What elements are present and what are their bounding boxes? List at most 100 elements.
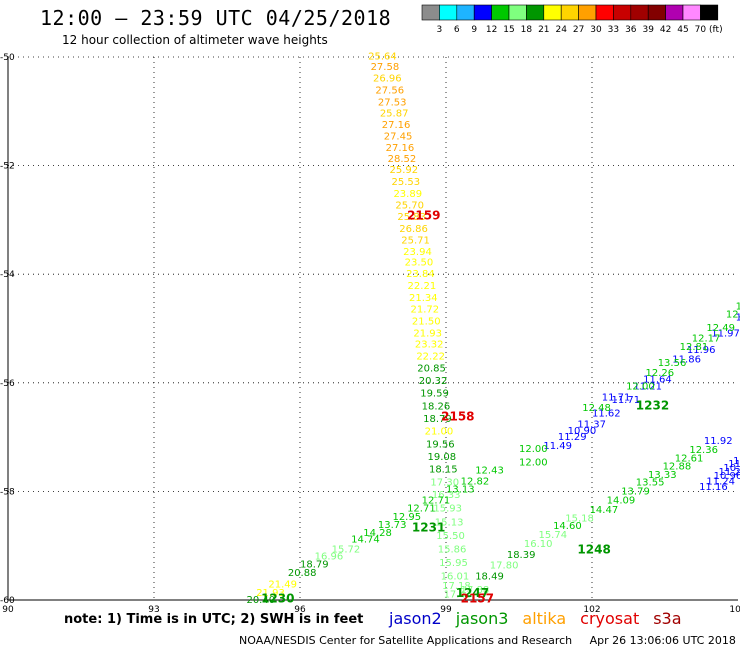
colorbar-swatch [456, 4, 475, 21]
wave-height-label: 11.62 [592, 409, 621, 420]
wave-height-label: 25.83 [397, 212, 426, 223]
y-tick-label: -50 [0, 53, 15, 63]
wave-height-label: 15.50 [436, 531, 465, 542]
wave-height-label: 15.93 [433, 504, 462, 515]
wave-height-label: 14.28 [363, 528, 392, 539]
wave-height-label: 11.49 [543, 441, 572, 452]
credit-line: NOAA/NESDIS Center for Satellite Applica… [239, 634, 736, 647]
pass-time-label: 1248 [577, 542, 610, 556]
wave-height-label: 12.61 [675, 454, 704, 465]
wave-height-label: 15.95 [439, 558, 468, 569]
wave-height-label: 25.71 [401, 235, 430, 246]
wave-height-label: 20.88 [288, 568, 317, 579]
data-marks: 25.6427.5826.9627.5627.5325.8727.1627.45… [246, 51, 740, 606]
colorbar-label: 12 [486, 25, 497, 35]
colorbar-unit: (ft) [709, 25, 723, 35]
wave-height-label: 12.81 [680, 342, 709, 353]
pass-time-label: 1232 [636, 399, 669, 413]
wave-height-label: 15.72 [332, 544, 361, 555]
colorbar-label: 6 [454, 25, 460, 35]
wave-height-label: 18.39 [507, 550, 536, 561]
wave-height-label: 17.80 [490, 561, 519, 572]
wave-height-label: 10.90 [568, 426, 597, 437]
wave-height-label: 15.18 [565, 513, 594, 524]
plot-axes: 90 93 96 99 102 105 -50 -52 -54 -56 -58 -60 [0, 53, 740, 615]
wave-height-label: 21.50 [412, 316, 441, 327]
colorbar-swatch [630, 4, 649, 21]
colorbar-label: 21 [538, 25, 549, 35]
wave-height-label: 16.10 [524, 539, 553, 550]
wave-height-label: 18.49 [475, 572, 504, 583]
wave-height-label: 23.94 [403, 247, 432, 258]
wave-height-label: 13.55 [636, 478, 665, 489]
x-tick-label: 102 [583, 605, 600, 615]
colorbar-label: 42 [660, 25, 671, 35]
wave-height-label: 23.50 [405, 258, 434, 269]
colorbar-label: 18 [521, 25, 533, 35]
wave-height-label: 15.86 [438, 544, 467, 555]
wave-height-label: 19.59 [420, 389, 449, 400]
wave-height-label: 12.48 [582, 403, 611, 414]
satellite-cryosat: cryosat [580, 609, 640, 628]
wave-height-label: 12.00 [626, 382, 655, 393]
wave-height-label: 16.33 [432, 490, 461, 501]
wave-height-label: 23.84 [406, 269, 435, 280]
wave-height-label: 23.32 [415, 340, 444, 351]
x-tick-label: 105 [729, 605, 740, 615]
wave-height-label: 14.74 [351, 535, 380, 546]
pass-time-label: 1230 [261, 591, 294, 605]
x-tick-label: 93 [148, 605, 159, 615]
wave-height-label: 25.92 [390, 165, 419, 176]
wave-height-label: 21.72 [410, 304, 439, 315]
wave-height-label: 12.17 [692, 334, 721, 345]
wave-height-label: 15.74 [538, 530, 567, 541]
wave-height-label: 21.00 [425, 427, 454, 438]
colorbar-swatch [526, 4, 545, 21]
pass-time-label: 2158 [441, 409, 474, 423]
wave-height-label: 26.86 [399, 224, 428, 235]
wave-height-label: 18.79 [423, 414, 452, 425]
wave-height-label: 11.29 [558, 432, 587, 443]
wave-height-label: 15.13 [435, 517, 464, 528]
wave-height-label: 18.15 [429, 465, 458, 476]
colorbar-swatch [491, 4, 510, 21]
wave-height-label: 13.3 [736, 302, 740, 313]
wave-height-label: 14.47 [590, 505, 619, 516]
satellite-s3a: s3a [653, 609, 682, 628]
footnote: note: 1) Time is in UTC; 2) SWH is in fe… [64, 612, 364, 627]
wave-height-label: 11.71 [611, 395, 640, 406]
colorbar-label: 9 [471, 25, 477, 35]
wave-height-label: 27.58 [371, 62, 400, 73]
colorbar-label: 39 [642, 25, 654, 35]
satellite-jason3: jason3 [455, 609, 509, 628]
wave-height-label: 19.56 [426, 440, 455, 451]
wave-height-label: 17.88 [461, 585, 490, 596]
x-tick-label: 90 [2, 605, 14, 615]
chart-subtitle: 12 hour collection of altimeter wave hei… [62, 33, 328, 47]
wave-height-label: 21.93 [413, 328, 442, 339]
wave-height-label: 11.21 [633, 382, 662, 393]
wave-height-label: 20.32 [419, 376, 448, 387]
wave-height-label: 14.60 [553, 521, 582, 532]
wave-height-label: 20.85 [417, 364, 446, 375]
wave-height-label: 28.52 [388, 154, 417, 165]
wave-height-label: 25.53 [391, 177, 420, 188]
colorbar-swatch [595, 4, 614, 21]
colorbar-label: 30 [590, 25, 602, 35]
wave-height-label: 12.36 [689, 445, 718, 456]
satellite-altika: altika [522, 609, 567, 628]
wave-height-label: 12.00 [519, 458, 548, 469]
colorbar-swatch [647, 4, 666, 21]
wave-height-label: 11.16 [699, 482, 728, 493]
colorbar-swatch [665, 4, 684, 21]
colorbar-label: 45 [677, 25, 688, 35]
wave-height-label: 13.73 [378, 520, 407, 531]
wave-height-label: 11.32 [733, 456, 740, 467]
wave-height-label: 11.37 [577, 420, 606, 431]
wave-height-label: 13.79 [621, 486, 650, 497]
colorbar-label: 70 [695, 25, 707, 35]
wave-height-label: 16.01 [441, 572, 470, 583]
wave-height-label: 13.33 [648, 470, 677, 481]
wave-height-label: 25.87 [380, 108, 409, 119]
